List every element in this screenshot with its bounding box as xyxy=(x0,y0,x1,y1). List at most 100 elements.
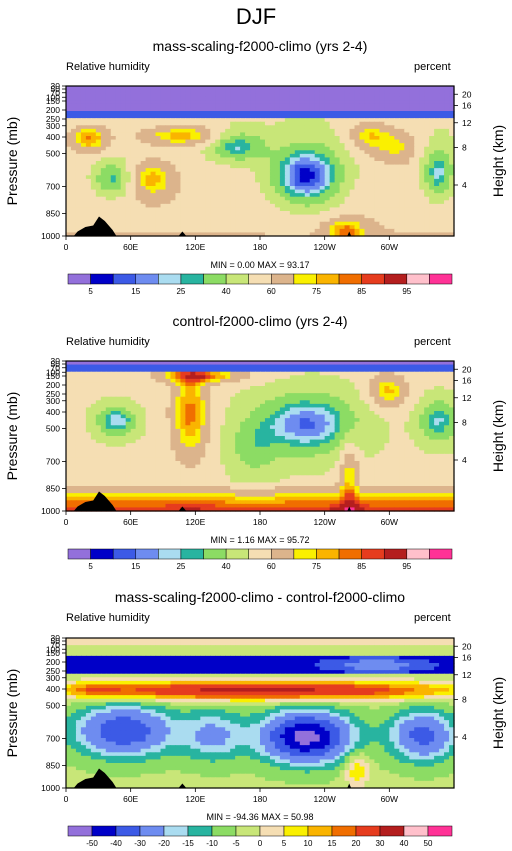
field-cell xyxy=(175,407,182,412)
field-cell xyxy=(339,196,346,201)
field-cell xyxy=(314,414,321,419)
field-cell xyxy=(399,182,405,187)
field-cell xyxy=(250,175,256,180)
field-cell xyxy=(100,114,107,119)
field-cell xyxy=(264,157,271,162)
field-cell xyxy=(165,100,172,105)
field-cell xyxy=(399,175,405,180)
field-cell xyxy=(180,386,186,391)
field-cell xyxy=(240,178,246,184)
field-cell xyxy=(150,103,157,109)
field-cell xyxy=(90,143,97,148)
field-cell xyxy=(449,89,455,94)
field-cell xyxy=(75,414,82,419)
field-cell xyxy=(115,164,122,169)
field-cell xyxy=(429,400,435,405)
field-cell xyxy=(399,121,405,126)
field-cell xyxy=(269,96,276,101)
field-cell xyxy=(185,121,191,126)
field-cell xyxy=(140,168,147,173)
field-cell xyxy=(424,418,430,423)
field-cell xyxy=(170,396,177,401)
field-cell xyxy=(240,225,246,230)
field-cell xyxy=(414,171,420,176)
field-cell xyxy=(70,407,77,412)
field-cell xyxy=(80,407,87,412)
field-cell xyxy=(264,368,271,373)
field-cell xyxy=(125,378,132,384)
field-cell xyxy=(195,186,201,191)
field-cell xyxy=(449,178,455,184)
field-cell xyxy=(75,193,82,198)
field-cell xyxy=(255,150,261,155)
field-cell xyxy=(240,100,246,105)
field-cell xyxy=(110,393,117,398)
field-cell xyxy=(264,382,271,387)
field-cell xyxy=(309,371,316,376)
field-cell xyxy=(95,164,102,169)
field-cell xyxy=(170,411,177,416)
field-cell xyxy=(255,225,261,230)
field-cell xyxy=(274,361,281,366)
field-cell xyxy=(394,157,400,162)
field-cell xyxy=(369,96,376,101)
field-cell xyxy=(414,368,420,373)
field-cell xyxy=(359,428,366,434)
field-cell xyxy=(66,121,72,126)
field-cell xyxy=(230,118,236,123)
field-cell xyxy=(324,164,331,169)
field-cell xyxy=(324,218,331,223)
field-cell xyxy=(240,186,246,191)
field-cell xyxy=(125,111,132,116)
field-cell xyxy=(354,93,361,98)
field-cell xyxy=(449,400,455,405)
field-cell xyxy=(190,225,196,230)
field-cell xyxy=(409,214,415,219)
field-cell xyxy=(115,132,122,137)
field-cell xyxy=(170,386,177,391)
field-cell xyxy=(304,393,311,398)
field-cell xyxy=(100,93,107,98)
field-cell xyxy=(215,136,221,141)
field-cell xyxy=(354,378,361,384)
field-cell xyxy=(349,182,356,187)
field-cell xyxy=(70,403,77,409)
field-cell xyxy=(185,114,191,119)
field-cell xyxy=(304,411,311,416)
field-cell xyxy=(135,214,142,219)
field-cell xyxy=(349,389,356,394)
field-cell xyxy=(284,193,291,198)
field-cell xyxy=(314,386,321,391)
field-cell xyxy=(369,189,376,194)
field-cell xyxy=(150,178,157,184)
field-cell xyxy=(115,432,122,437)
field-cell xyxy=(250,143,256,148)
field-cell xyxy=(195,121,201,126)
field-cell xyxy=(359,175,366,180)
field-cell xyxy=(190,128,196,134)
field-cell xyxy=(250,118,256,123)
field-cell xyxy=(349,168,356,173)
field-cell xyxy=(250,382,256,387)
field-cell xyxy=(409,132,415,137)
field-cell xyxy=(225,425,231,430)
field-cell xyxy=(85,121,92,126)
field-cell xyxy=(374,168,380,173)
field-cell xyxy=(175,86,182,91)
field-cell xyxy=(230,203,236,209)
field-cell xyxy=(274,186,281,191)
field-cell xyxy=(399,107,405,112)
field-cell xyxy=(284,86,291,91)
field-cell xyxy=(230,114,236,119)
field-cell xyxy=(374,128,380,134)
field-cell xyxy=(110,153,117,159)
field-cell xyxy=(314,100,321,105)
field-cell xyxy=(369,132,376,137)
field-cell xyxy=(155,421,162,426)
field-cell xyxy=(324,393,331,398)
field-cell xyxy=(250,86,256,91)
field-cell xyxy=(125,150,132,155)
field-cell xyxy=(369,225,376,230)
field-cell xyxy=(230,164,236,169)
field-cell xyxy=(230,86,236,91)
